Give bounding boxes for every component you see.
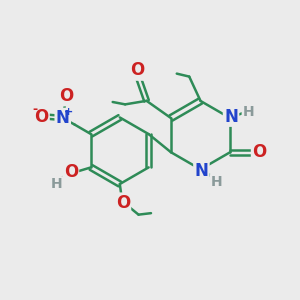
Text: O: O	[116, 194, 130, 212]
Text: H: H	[243, 104, 254, 118]
Text: O: O	[64, 164, 78, 181]
Text: O: O	[59, 87, 74, 105]
Text: +: +	[64, 106, 73, 116]
Text: N: N	[224, 108, 238, 126]
Text: O: O	[252, 143, 266, 161]
Text: N: N	[56, 109, 70, 127]
Text: O: O	[130, 61, 145, 80]
Text: N: N	[194, 162, 208, 180]
Text: -: -	[33, 103, 38, 116]
Text: O: O	[34, 108, 49, 126]
Text: H: H	[211, 175, 223, 189]
Text: H: H	[50, 177, 62, 191]
